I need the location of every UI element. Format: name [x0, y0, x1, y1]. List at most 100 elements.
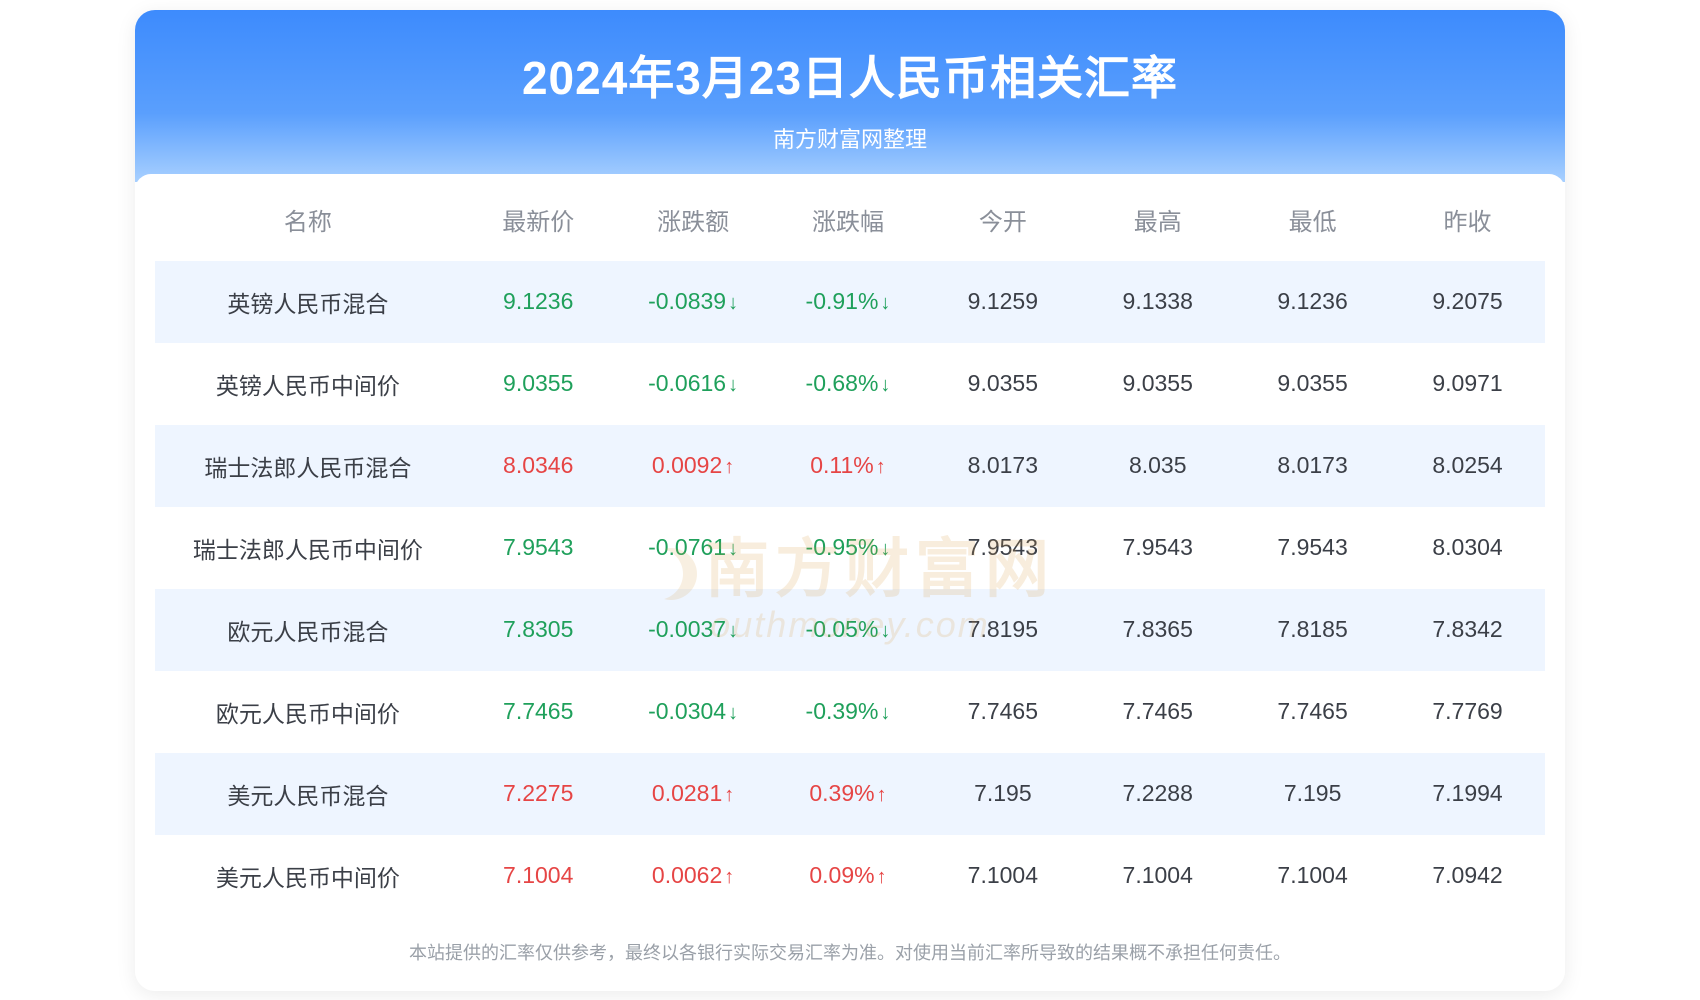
cell-name: 欧元人民币混合 — [155, 589, 461, 671]
cell-high: 9.0355 — [1080, 343, 1235, 425]
cell-name: 英镑人民币混合 — [155, 261, 461, 343]
cell-change: -0.0304↓ — [616, 671, 771, 753]
cell-open: 9.1259 — [925, 261, 1080, 343]
page-title: 2024年3月23日人民币相关汇率 — [135, 42, 1565, 108]
col-low: 最低 — [1235, 174, 1390, 261]
cell-pct: -0.39%↓ — [771, 671, 926, 753]
cell-prev: 9.0971 — [1390, 343, 1545, 425]
cell-name: 瑞士法郎人民币混合 — [155, 425, 461, 507]
cell-open: 8.0173 — [925, 425, 1080, 507]
down-arrow-icon: ↓ — [728, 702, 738, 724]
table-body: 英镑人民币混合9.1236-0.0839↓-0.91%↓9.12599.1338… — [155, 261, 1545, 917]
table-row: 瑞士法郎人民币混合8.03460.0092↑0.11%↑8.01738.0358… — [155, 425, 1545, 507]
cell-low: 7.7465 — [1235, 671, 1390, 753]
cell-prev: 7.7769 — [1390, 671, 1545, 753]
cell-high: 7.7465 — [1080, 671, 1235, 753]
up-arrow-icon: ↑ — [877, 866, 887, 888]
cell-prev: 9.2075 — [1390, 261, 1545, 343]
cell-high: 7.9543 — [1080, 507, 1235, 589]
cell-change: -0.0037↓ — [616, 589, 771, 671]
down-arrow-icon: ↓ — [728, 292, 738, 314]
cell-pct: 0.11%↑ — [771, 425, 926, 507]
cell-prev: 7.0942 — [1390, 835, 1545, 917]
table-row: 美元人民币混合7.22750.0281↑0.39%↑7.1957.22887.1… — [155, 753, 1545, 835]
cell-low: 9.1236 — [1235, 261, 1390, 343]
cell-name: 瑞士法郎人民币中间价 — [155, 507, 461, 589]
cell-pct: -0.05%↓ — [771, 589, 926, 671]
cell-low: 7.1004 — [1235, 835, 1390, 917]
cell-low: 8.0173 — [1235, 425, 1390, 507]
down-arrow-icon: ↓ — [728, 374, 738, 396]
cell-latest: 7.2275 — [461, 753, 616, 835]
cell-open: 9.0355 — [925, 343, 1080, 425]
cell-change: -0.0616↓ — [616, 343, 771, 425]
cell-name: 欧元人民币中间价 — [155, 671, 461, 753]
cell-name: 英镑人民币中间价 — [155, 343, 461, 425]
cell-prev: 7.8342 — [1390, 589, 1545, 671]
down-arrow-icon: ↓ — [728, 538, 738, 560]
cell-name: 美元人民币混合 — [155, 753, 461, 835]
cell-prev: 7.1994 — [1390, 753, 1545, 835]
rates-table: 名称 最新价 涨跌额 涨跌幅 今开 最高 最低 昨收 英镑人民币混合9.1236… — [155, 174, 1545, 917]
rate-card: 2024年3月23日人民币相关汇率 南方财富网整理 南方财富网 outhmone… — [135, 10, 1565, 991]
cell-high: 9.1338 — [1080, 261, 1235, 343]
cell-open: 7.7465 — [925, 671, 1080, 753]
cell-change: -0.0761↓ — [616, 507, 771, 589]
cell-pct: -0.68%↓ — [771, 343, 926, 425]
up-arrow-icon: ↑ — [724, 866, 734, 888]
cell-pct: 0.09%↑ — [771, 835, 926, 917]
down-arrow-icon: ↓ — [728, 620, 738, 642]
table-header-row: 名称 最新价 涨跌额 涨跌幅 今开 最高 最低 昨收 — [155, 174, 1545, 261]
cell-low: 7.8185 — [1235, 589, 1390, 671]
cell-change: 0.0062↑ — [616, 835, 771, 917]
up-arrow-icon: ↑ — [876, 456, 886, 478]
col-high: 最高 — [1080, 174, 1235, 261]
cell-high: 7.8365 — [1080, 589, 1235, 671]
cell-name: 美元人民币中间价 — [155, 835, 461, 917]
col-pct: 涨跌幅 — [771, 174, 926, 261]
up-arrow-icon: ↑ — [877, 784, 887, 806]
cell-open: 7.9543 — [925, 507, 1080, 589]
cell-open: 7.195 — [925, 753, 1080, 835]
down-arrow-icon: ↓ — [880, 620, 890, 642]
col-name: 名称 — [155, 174, 461, 261]
cell-change: -0.0839↓ — [616, 261, 771, 343]
cell-latest: 7.1004 — [461, 835, 616, 917]
cell-pct: 0.39%↑ — [771, 753, 926, 835]
cell-high: 7.1004 — [1080, 835, 1235, 917]
cell-prev: 8.0304 — [1390, 507, 1545, 589]
cell-latest: 7.9543 — [461, 507, 616, 589]
table-row: 英镑人民币混合9.1236-0.0839↓-0.91%↓9.12599.1338… — [155, 261, 1545, 343]
table-row: 欧元人民币中间价7.7465-0.0304↓-0.39%↓7.74657.746… — [155, 671, 1545, 753]
cell-open: 7.1004 — [925, 835, 1080, 917]
cell-low: 7.195 — [1235, 753, 1390, 835]
down-arrow-icon: ↓ — [880, 702, 890, 724]
col-latest: 最新价 — [461, 174, 616, 261]
cell-latest: 7.7465 — [461, 671, 616, 753]
page-subtitle: 南方财富网整理 — [135, 122, 1565, 154]
cell-change: 0.0281↑ — [616, 753, 771, 835]
cell-latest: 8.0346 — [461, 425, 616, 507]
cell-low: 9.0355 — [1235, 343, 1390, 425]
table-row: 瑞士法郎人民币中间价7.9543-0.0761↓-0.95%↓7.95437.9… — [155, 507, 1545, 589]
cell-latest: 9.0355 — [461, 343, 616, 425]
cell-high: 7.2288 — [1080, 753, 1235, 835]
down-arrow-icon: ↓ — [880, 538, 890, 560]
cell-pct: -0.95%↓ — [771, 507, 926, 589]
table-row: 欧元人民币混合7.8305-0.0037↓-0.05%↓7.81957.8365… — [155, 589, 1545, 671]
cell-low: 7.9543 — [1235, 507, 1390, 589]
table-container: 南方财富网 outhmoney.com 名称 最新价 涨跌额 涨跌幅 今开 最高… — [135, 174, 1565, 991]
col-change: 涨跌额 — [616, 174, 771, 261]
cell-latest: 7.8305 — [461, 589, 616, 671]
table-row: 美元人民币中间价7.10040.0062↑0.09%↑7.10047.10047… — [155, 835, 1545, 917]
down-arrow-icon: ↓ — [880, 292, 890, 314]
table-row: 英镑人民币中间价9.0355-0.0616↓-0.68%↓9.03559.035… — [155, 343, 1545, 425]
card-header: 2024年3月23日人民币相关汇率 南方财富网整理 — [135, 10, 1565, 182]
cell-open: 7.8195 — [925, 589, 1080, 671]
cell-latest: 9.1236 — [461, 261, 616, 343]
col-open: 今开 — [925, 174, 1080, 261]
cell-pct: -0.91%↓ — [771, 261, 926, 343]
cell-change: 0.0092↑ — [616, 425, 771, 507]
down-arrow-icon: ↓ — [880, 374, 890, 396]
up-arrow-icon: ↑ — [724, 456, 734, 478]
